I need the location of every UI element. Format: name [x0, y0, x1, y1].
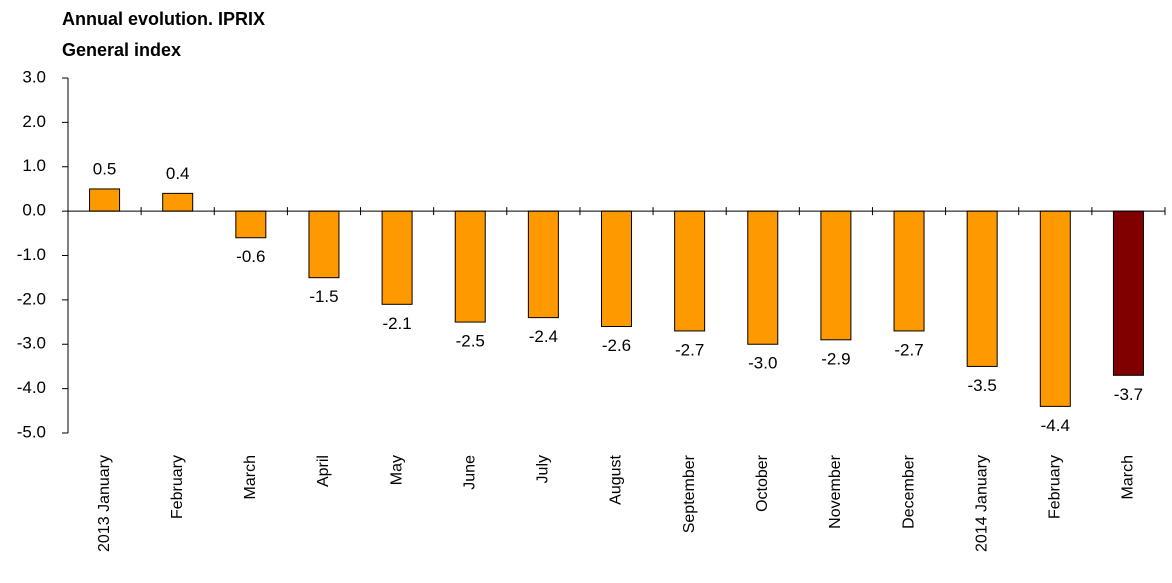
x-tick-label: September: [681, 454, 698, 533]
value-label: -2.5: [456, 332, 485, 351]
x-tick-label: October: [754, 454, 771, 512]
chart-subtitle: General index: [62, 40, 181, 60]
x-tick-label: February: [169, 455, 186, 519]
y-tick-label: -3.0: [17, 334, 46, 353]
x-tick-label: August: [608, 454, 625, 504]
bar: [820, 210, 852, 341]
y-tick-label: -5.0: [17, 422, 46, 441]
x-tick-label: February: [1047, 455, 1064, 519]
x-tick-label: April: [315, 455, 332, 487]
value-label: 0.5: [93, 159, 117, 178]
y-tick-label: -2.0: [17, 289, 46, 308]
bar: [308, 210, 340, 279]
x-tick-label: May: [388, 455, 405, 485]
value-label: -2.7: [894, 340, 923, 359]
bar: [1112, 210, 1144, 376]
bar: [1039, 210, 1071, 407]
y-tick-label: -4.0: [17, 378, 46, 397]
x-tick-label: 2014 January: [973, 455, 990, 552]
bar: [747, 210, 779, 345]
value-label: -1.5: [309, 287, 338, 306]
value-label: -2.7: [675, 340, 704, 359]
x-tick-label: 2013 January: [96, 455, 113, 552]
x-tick-label: March: [242, 455, 259, 499]
value-label: -4.4: [1041, 416, 1070, 435]
y-tick-label: 0.0: [22, 201, 46, 220]
x-tick-label: November: [827, 454, 844, 528]
y-tick-label: 3.0: [22, 67, 46, 86]
bar: [454, 210, 486, 323]
x-tick-label: December: [900, 454, 917, 528]
bar: [674, 210, 706, 332]
x-tick-label: March: [1120, 455, 1137, 499]
y-tick-label: 1.0: [22, 156, 46, 175]
bar: [89, 188, 121, 212]
value-label: -3.0: [748, 354, 777, 373]
bar: [527, 210, 559, 319]
y-tick-label: 2.0: [22, 112, 46, 131]
chart-title: Annual evolution. IPRIX: [62, 9, 265, 29]
bar: [601, 210, 632, 327]
y-tick-label: -1.0: [17, 245, 46, 264]
value-label: -2.4: [529, 327, 558, 346]
value-label: -3.7: [1114, 385, 1143, 404]
value-label: -2.6: [602, 336, 631, 355]
x-tick-label: June: [461, 455, 478, 490]
value-label: -2.1: [382, 314, 411, 333]
bar: [966, 210, 998, 367]
bar: [893, 210, 925, 332]
value-label: -3.5: [968, 376, 997, 395]
value-label: -2.9: [821, 349, 850, 368]
x-tick-label: July: [535, 455, 552, 483]
value-label: -0.6: [236, 247, 265, 266]
bar: [381, 210, 413, 305]
value-label: 0.4: [166, 164, 190, 183]
bar: [162, 192, 194, 212]
bar: [235, 210, 267, 239]
